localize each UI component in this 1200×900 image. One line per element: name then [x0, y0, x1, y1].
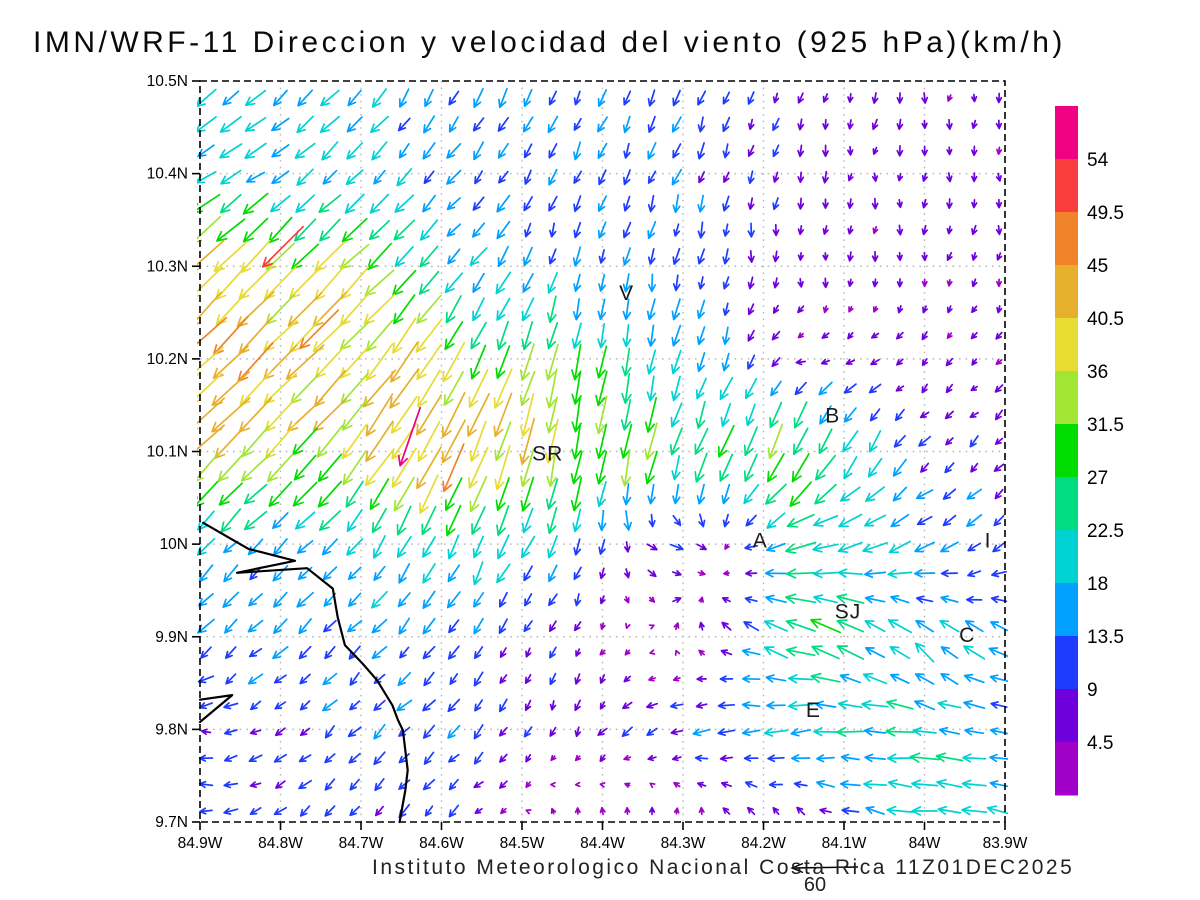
- y-tick-label: 9.9N: [155, 629, 188, 646]
- x-tick-label: 84.1W: [822, 835, 867, 852]
- y-tick-label: 10.3N: [147, 258, 188, 275]
- x-tick-label: 84.3W: [661, 835, 706, 852]
- colorbar-label: 27: [1087, 468, 1108, 489]
- colorbar-label: 4.5: [1087, 733, 1113, 754]
- station-labels: V B SR A SJ C E I: [532, 282, 992, 722]
- reference-arrow: 60: [790, 862, 859, 896]
- y-tick-label: 10.2N: [147, 351, 188, 368]
- x-tick-label: 84.2W: [741, 835, 786, 852]
- axes: 84.9W 84.8W 84.7W 84.6W 84.5W 84.4W 84.3W 84.2W…: [147, 73, 1028, 852]
- x-tick-label: 84.4W: [580, 835, 625, 852]
- colorbar-label: 45: [1087, 256, 1108, 277]
- chart-title: IMN/WRF-11 Direccion y velocidad del vie…: [33, 26, 1066, 59]
- colorbar-label: 9: [1087, 680, 1098, 701]
- station-label-b: B: [825, 404, 840, 427]
- colorbar-label: 31.5: [1087, 415, 1124, 436]
- station-label-sr: SR: [532, 442, 563, 465]
- wind-arrows: [197, 87, 1008, 819]
- colorbar-label: 22.5: [1087, 521, 1124, 542]
- x-tick-label: 84.7W: [339, 835, 384, 852]
- coastline: [198, 521, 409, 824]
- x-tick-label: 84.5W: [500, 835, 545, 852]
- reference-arrow-value: 60: [804, 874, 826, 896]
- station-label-i: I: [985, 529, 992, 552]
- colorbar-label: 54: [1087, 150, 1109, 171]
- y-tick-label: 10.1N: [147, 444, 188, 461]
- footer-text: Instituto Meteorologico Nacional Costa R…: [372, 856, 1075, 879]
- colorbar: 4.5 9 13.5 18 22.5 27 31.5 36 40.5 45 49.5 54: [1055, 106, 1124, 796]
- colorbar-label: 49.5: [1087, 203, 1124, 224]
- x-tick-label: 84W: [909, 835, 941, 852]
- colorbar-label: 13.5: [1087, 627, 1124, 648]
- x-tick-label: 84.6W: [419, 835, 464, 852]
- x-tick-label: 84.8W: [258, 835, 303, 852]
- y-tick-label: 10.5N: [147, 73, 188, 90]
- y-tick-label: 9.7N: [155, 814, 188, 831]
- station-label-e: E: [806, 699, 821, 722]
- station-label-sj: SJ: [835, 601, 862, 624]
- colorbar-label: 36: [1087, 362, 1108, 383]
- station-label-c: C: [959, 624, 975, 647]
- colorbar-label: 18: [1087, 574, 1108, 595]
- x-tick-label: 84.9W: [178, 835, 223, 852]
- y-tick-label: 10.4N: [147, 166, 188, 183]
- y-tick-label: 10N: [160, 536, 188, 553]
- colorbar-label: 40.5: [1087, 309, 1124, 330]
- y-tick-label: 9.8N: [155, 721, 188, 738]
- station-label-v: V: [619, 282, 634, 305]
- x-tick-label: 83.9W: [983, 835, 1028, 852]
- station-label-a: A: [753, 529, 768, 552]
